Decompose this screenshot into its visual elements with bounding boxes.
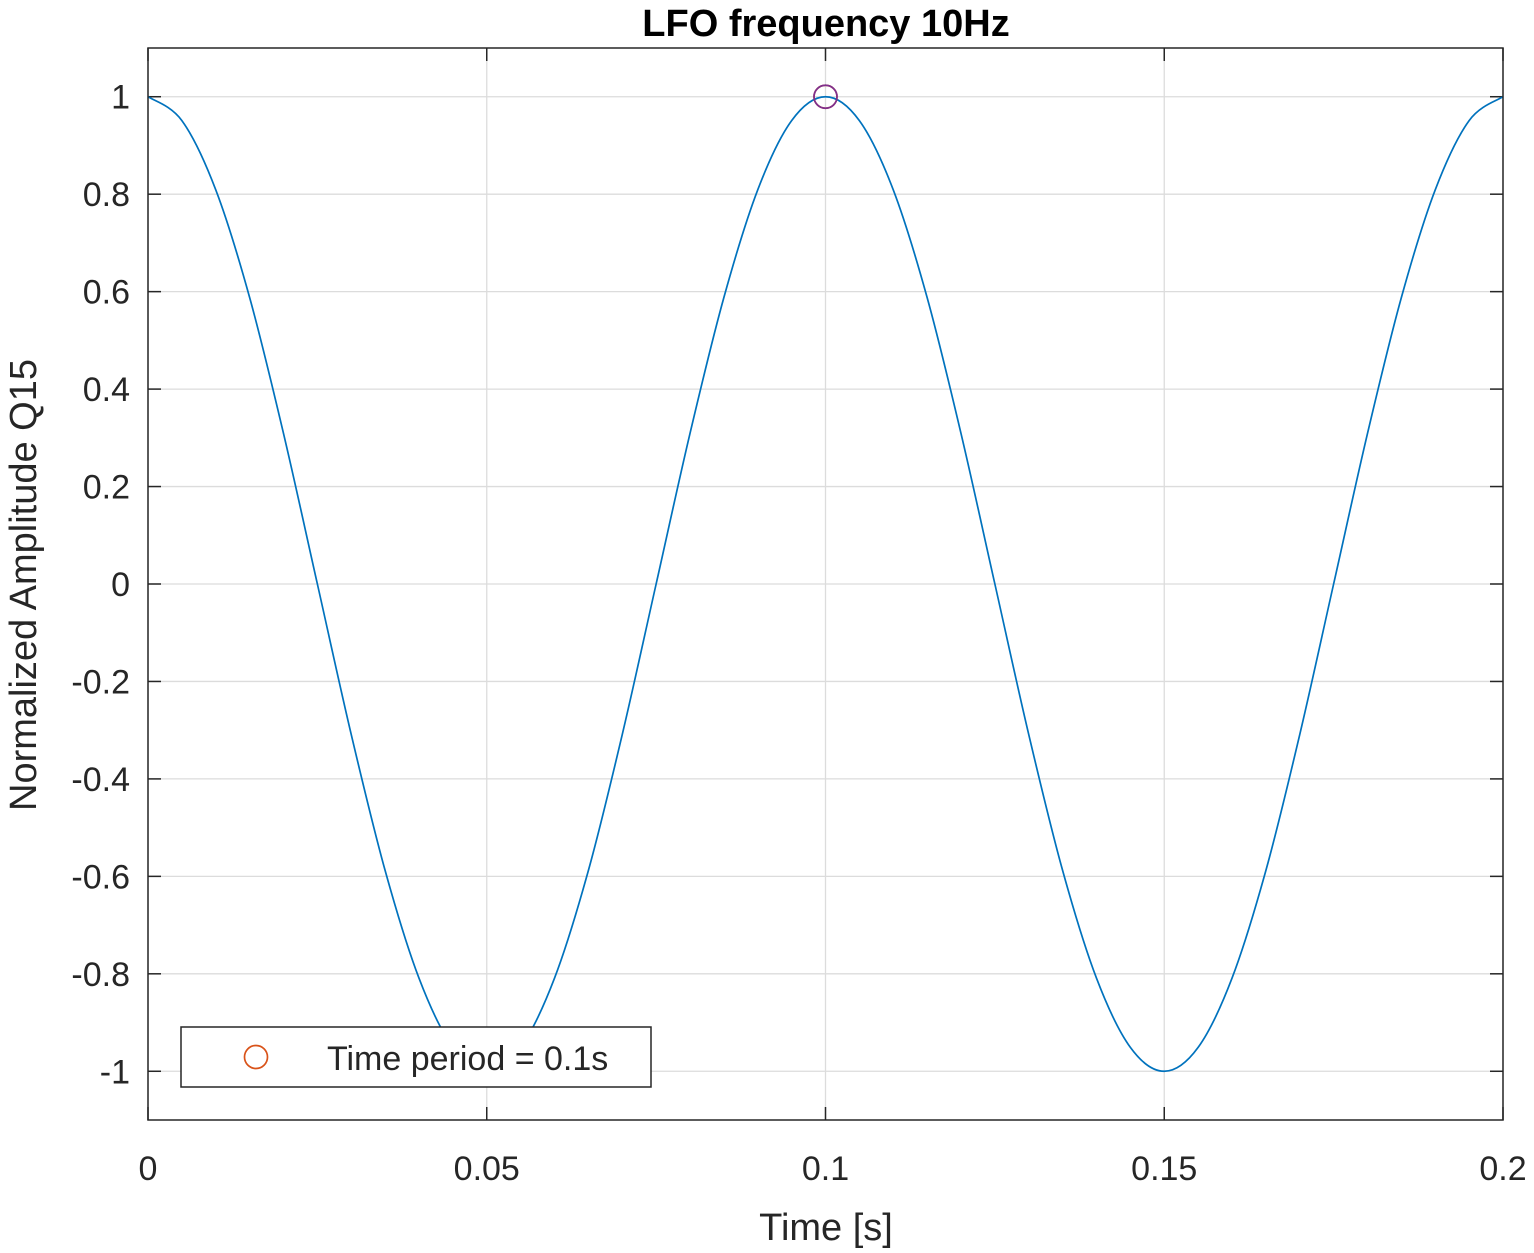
x-tick-label: 0.1 [802, 1150, 849, 1188]
plot-frame [147, 47, 1504, 1121]
period-marker-overlay [813, 84, 838, 110]
legend-marker-icon [243, 1044, 269, 1070]
legend-label: Time period = 0.1s [327, 1040, 608, 1078]
y-tick-label: -0.4 [71, 761, 130, 799]
y-tick-label: 0.2 [83, 469, 130, 507]
legend-box [180, 1026, 652, 1088]
x-tick-label: 0 [139, 1150, 158, 1188]
lfo-series-line [147, 95, 1504, 1073]
x-tick-label: 0.15 [1131, 1150, 1197, 1188]
y-tick-label: -0.8 [71, 956, 130, 994]
x-tick-label: 0.2 [1479, 1150, 1526, 1188]
y-axis-label: Normalized Amplitude Q15 [3, 359, 45, 811]
y-tick-label: -0.6 [71, 858, 130, 896]
y-tick-label: 0.4 [83, 371, 130, 409]
y-tick-label: 0 [111, 566, 130, 604]
legend: Time period = 0.1s [180, 1026, 652, 1088]
y-tick-label: 1 [111, 79, 130, 117]
x-tick-label: 0.05 [454, 1150, 520, 1188]
chart-title: LFO frequency 10Hz [642, 3, 1009, 45]
y-tick-label: -0.2 [71, 663, 130, 701]
y-tick-label: 0.8 [83, 176, 130, 214]
y-tick-label: 0.6 [83, 274, 130, 312]
y-tick-label: -1 [100, 1053, 130, 1091]
period-markers [813, 84, 838, 110]
x-axis-label: Time [s] [759, 1207, 893, 1249]
x-tick-labels: 0 0.05 0.1 0.15 0.2 [139, 1150, 1527, 1188]
y-tick-labels: 1 0.8 0.6 0.4 0.2 0 -0.2 -0.4 -0.6 -0.8 -1 [71, 79, 130, 1092]
